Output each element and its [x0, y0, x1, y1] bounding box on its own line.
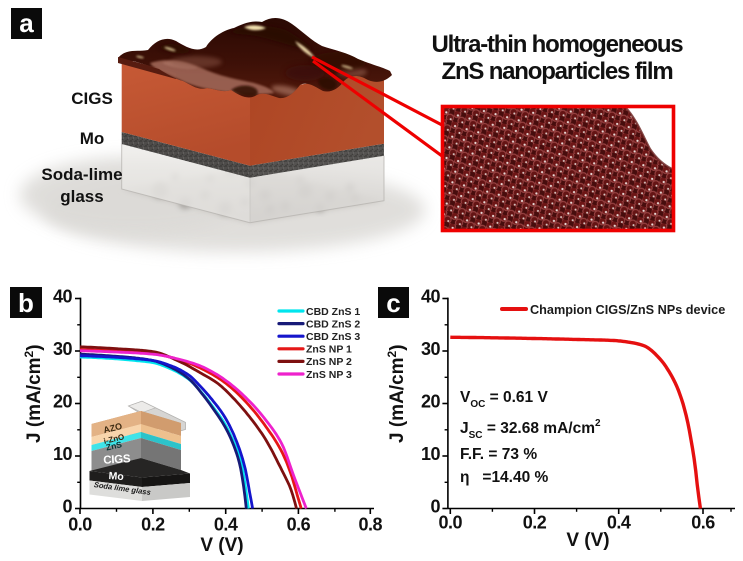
svg-text:20: 20 — [421, 392, 441, 412]
svg-text:J (mA/cm2): J (mA/cm2) — [385, 344, 408, 443]
svg-text:0.4: 0.4 — [607, 513, 631, 533]
svg-text:Mo: Mo — [80, 129, 105, 148]
svg-text:Champion CIGS/ZnS NPs device: Champion CIGS/ZnS NPs device — [530, 303, 725, 317]
svg-text:CIGS: CIGS — [71, 89, 113, 108]
svg-text:30: 30 — [421, 339, 441, 359]
svg-text:CIGS: CIGS — [103, 453, 131, 466]
svg-text:V (V): V (V) — [566, 530, 609, 551]
svg-text:F.F. = 73 %: F.F. = 73 % — [460, 446, 537, 463]
svg-text:0: 0 — [430, 497, 440, 517]
svg-text:10: 10 — [421, 444, 441, 464]
svg-text:0.2: 0.2 — [523, 513, 547, 533]
svg-text:glass: glass — [60, 187, 103, 206]
svg-text:VOC = 0.61 V: VOC = 0.61 V — [460, 389, 548, 410]
svg-text:Soda-lime: Soda-lime — [41, 165, 122, 184]
svg-text:c: c — [386, 288, 400, 318]
svg-text:CBD ZnS 3: CBD ZnS 3 — [306, 331, 360, 343]
svg-text:J (mA/cm2): J (mA/cm2) — [22, 344, 45, 443]
svg-text:0.0: 0.0 — [68, 515, 92, 535]
svg-text:CBD ZnS 2: CBD ZnS 2 — [306, 318, 360, 330]
svg-text:ZnS: ZnS — [105, 439, 123, 452]
svg-text:a: a — [19, 8, 34, 38]
svg-text:30: 30 — [53, 339, 73, 359]
svg-text:b: b — [18, 288, 34, 318]
svg-text:Ultra-thin homogeneous: Ultra-thin homogeneous — [432, 31, 684, 58]
svg-text:JSC = 32.68 mA/cm2: JSC = 32.68 mA/cm2 — [460, 418, 601, 441]
svg-text:20: 20 — [53, 392, 73, 412]
svg-text:10: 10 — [53, 444, 73, 464]
svg-text:ZnS NP 3: ZnS NP 3 — [306, 369, 352, 381]
svg-text:ZnS NP 2: ZnS NP 2 — [306, 356, 352, 368]
svg-text:0.6: 0.6 — [287, 515, 311, 535]
svg-text:0.2: 0.2 — [141, 515, 165, 535]
svg-text:η =14.40 %: η =14.40 % — [460, 469, 549, 486]
svg-text:Mo: Mo — [108, 470, 124, 483]
svg-text:0: 0 — [62, 497, 72, 517]
svg-text:ZnS nanoparticles film: ZnS nanoparticles film — [442, 58, 673, 85]
svg-text:ZnS NP 1: ZnS NP 1 — [306, 344, 352, 356]
svg-text:0.4: 0.4 — [214, 515, 238, 535]
svg-text:40: 40 — [421, 287, 441, 307]
svg-text:CBD ZnS 1: CBD ZnS 1 — [306, 306, 360, 318]
svg-text:0.6: 0.6 — [691, 513, 715, 533]
svg-text:V (V): V (V) — [200, 535, 243, 556]
svg-text:0.0: 0.0 — [439, 513, 463, 533]
svg-text:AZO: AZO — [102, 421, 123, 435]
svg-text:0.8: 0.8 — [359, 515, 383, 535]
svg-text:40: 40 — [53, 287, 73, 307]
